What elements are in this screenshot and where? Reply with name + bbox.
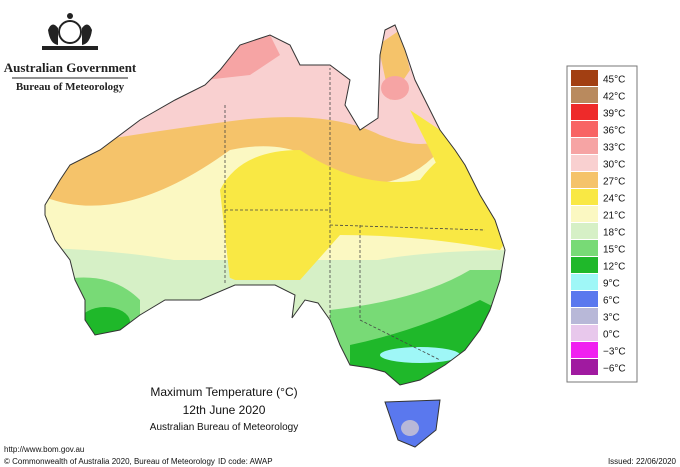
legend-label: 45°C: [603, 75, 625, 86]
legend-swatch: [571, 155, 598, 171]
legend-label: 12°C: [603, 262, 625, 273]
legend: 45°C 42°C 39°C 36°C 33°C 30°C 27°C 24°C 21°C 18°C…: [571, 70, 626, 375]
footer-id: ID code: AWAP: [218, 457, 273, 466]
legend-swatch: [571, 206, 598, 222]
legend-label: 42°C: [603, 92, 625, 103]
legend-swatch: [571, 291, 598, 307]
caption-source: Australian Bureau of Meteorology: [150, 422, 298, 433]
legend-label: 27°C: [603, 177, 625, 188]
legend-label: 30°C: [603, 160, 625, 171]
legend-label: 21°C: [603, 211, 625, 222]
legend-swatch: [571, 257, 598, 273]
legend-swatch: [571, 87, 598, 103]
legend-label: 39°C: [603, 109, 625, 120]
legend-label: 9°C: [603, 279, 620, 290]
legend-label: 15°C: [603, 245, 625, 256]
legend-label: 18°C: [603, 228, 625, 239]
legend-swatch: [571, 189, 598, 205]
legend-label: 6°C: [603, 296, 620, 307]
temperature-map: [45, 25, 505, 385]
legend-label: 33°C: [603, 143, 625, 154]
bureau: Bureau of Meteorology: [16, 81, 125, 93]
legend-swatch: [571, 240, 598, 256]
legend-swatch: [571, 342, 598, 358]
legend-label: 36°C: [603, 126, 625, 137]
crest: [42, 13, 98, 50]
legend-swatch: [571, 70, 598, 86]
legend-swatch: [571, 138, 598, 154]
footer-copyright: © Commonwealth of Australia 2020, Bureau…: [4, 457, 215, 466]
agency: Australian Government: [4, 60, 137, 75]
legend-swatch: [571, 223, 598, 239]
tasmania-highland: [401, 420, 419, 436]
footer-issued: Issued: 22/06/2020: [608, 457, 677, 466]
legend-label: −3°C: [603, 347, 626, 358]
caption-date: 12th June 2020: [183, 403, 266, 417]
legend-swatch: [571, 325, 598, 341]
legend-swatch: [571, 274, 598, 290]
legend-label: −6°C: [603, 364, 626, 375]
legend-swatch: [571, 359, 598, 375]
legend-swatch: [571, 121, 598, 137]
legend-label: 24°C: [603, 194, 625, 205]
legend-swatch: [571, 172, 598, 188]
legend-label: 0°C: [603, 330, 620, 341]
legend-swatch: [571, 104, 598, 120]
legend-swatch: [571, 308, 598, 324]
footer-url: http://www.bom.gov.au: [4, 445, 84, 454]
caption-title: Maximum Temperature (°C): [150, 385, 297, 399]
state-borders: [224, 68, 486, 361]
legend-label: 3°C: [603, 313, 620, 324]
